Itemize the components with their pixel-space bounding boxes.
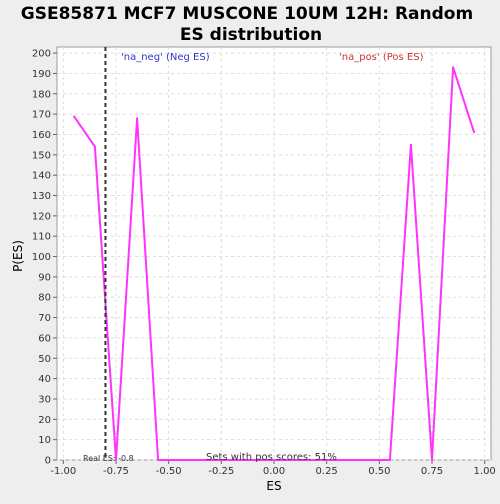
y-axis-label: P(ES) bbox=[11, 240, 25, 272]
x-tick-label: 0.25 bbox=[316, 466, 338, 477]
x-tick-label: -0.25 bbox=[208, 466, 234, 477]
y-tick-label: 120 bbox=[32, 211, 51, 222]
y-tick-label: 10 bbox=[38, 435, 51, 446]
y-tick-label: 150 bbox=[32, 150, 51, 161]
chart-title-line2: ES distribution bbox=[180, 25, 322, 45]
y-tick-label: 110 bbox=[32, 232, 51, 243]
x-tick-label: -0.75 bbox=[103, 466, 129, 477]
series-point bbox=[94, 145, 96, 148]
series-point bbox=[115, 459, 117, 461]
series-layer bbox=[73, 66, 476, 461]
y-tick-label: 180 bbox=[32, 89, 51, 100]
x-tick-label: -0.50 bbox=[156, 466, 182, 477]
x-tick-label: 0.50 bbox=[368, 466, 390, 477]
series-point bbox=[157, 459, 159, 461]
series-point bbox=[473, 131, 475, 134]
series-point bbox=[73, 115, 75, 117]
x-tick-label: 0.75 bbox=[421, 466, 443, 477]
pos-scores-annotation: Sets with pos scores: 51% bbox=[206, 452, 337, 463]
x-tick-label: 1.00 bbox=[474, 466, 496, 477]
series-point bbox=[431, 459, 433, 461]
series-point bbox=[410, 143, 412, 146]
chart-title-line1: GSE85871 MCF7 MUSCONE 10UM 12H: Random bbox=[21, 4, 473, 24]
y-tick-label: 70 bbox=[38, 313, 51, 324]
series-point bbox=[452, 66, 454, 69]
y-tick-label: 160 bbox=[32, 130, 51, 141]
y-tick-label: 190 bbox=[32, 69, 51, 80]
series-point bbox=[136, 117, 138, 120]
y-tick-label: 0 bbox=[45, 456, 51, 467]
legend-neg: 'na_neg' (Neg ES) bbox=[121, 52, 210, 63]
x-tick-label: -1.00 bbox=[50, 466, 76, 477]
grid-lines bbox=[57, 47, 491, 461]
y-tick-label: 60 bbox=[38, 333, 51, 344]
y-tick-label: 170 bbox=[32, 110, 51, 121]
real-es-label: Real ES: -0.8 bbox=[83, 454, 134, 463]
y-tick-label: 80 bbox=[38, 293, 51, 304]
series-point bbox=[178, 459, 180, 461]
axis-ticks: 0 10 20 30 40 50 60 70 80 90 100 110 120 130 140 150 160… bbox=[32, 49, 496, 477]
y-tick-label: 100 bbox=[32, 252, 51, 263]
y-tick-label: 90 bbox=[38, 272, 51, 283]
series-line bbox=[73, 66, 476, 461]
x-tick-label: 0.00 bbox=[263, 466, 285, 477]
y-tick-label: 30 bbox=[38, 394, 51, 405]
y-tick-label: 140 bbox=[32, 171, 51, 182]
y-tick-label: 20 bbox=[38, 415, 51, 426]
y-tick-label: 130 bbox=[32, 191, 51, 202]
y-tick-label: 50 bbox=[38, 354, 51, 365]
y-tick-label: 40 bbox=[38, 374, 51, 385]
series-point bbox=[389, 459, 391, 461]
series-point bbox=[368, 459, 370, 461]
y-tick-label: 200 bbox=[32, 49, 51, 60]
legend-pos: 'na_pos' (Pos ES) bbox=[339, 52, 424, 63]
x-axis-label: ES bbox=[266, 479, 281, 493]
